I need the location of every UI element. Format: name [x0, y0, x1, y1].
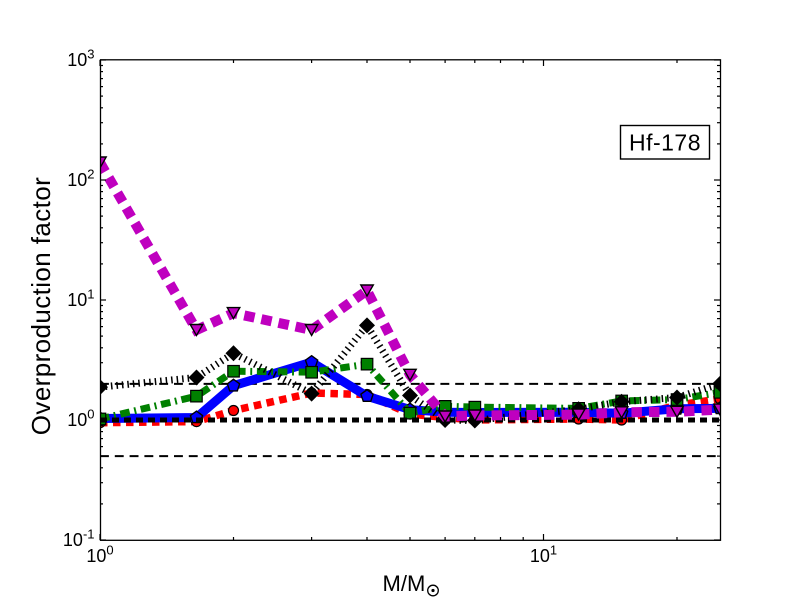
svg-text:Overproduction factor: Overproduction factor — [26, 177, 56, 435]
svg-text:M/M: M/M — [383, 571, 426, 596]
svg-text:Hf-178: Hf-178 — [629, 130, 701, 156]
